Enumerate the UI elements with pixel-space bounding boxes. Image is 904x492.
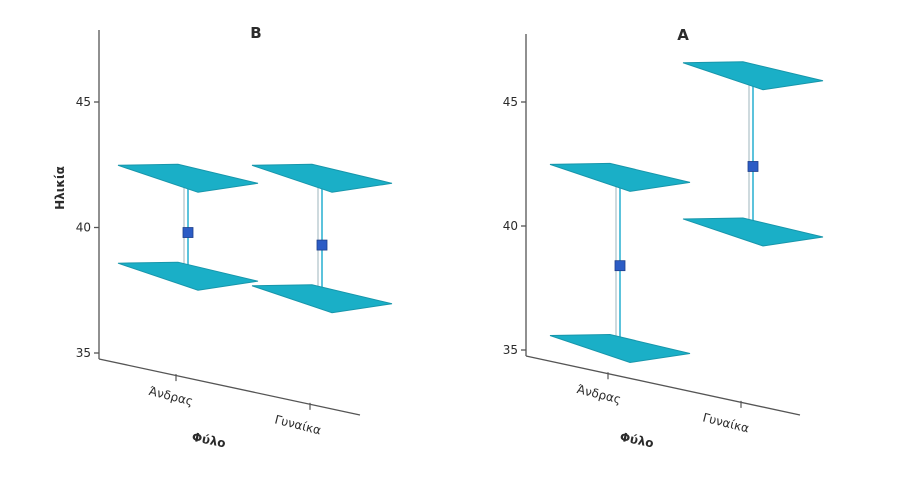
x-axis-line: [98, 358, 361, 416]
mean-marker: [182, 227, 194, 238]
lower-cap-plate: [549, 334, 691, 364]
lower-cap-plate: [117, 261, 259, 291]
y-tick-label: 45: [76, 95, 91, 109]
panel-title: B: [250, 24, 261, 42]
y-axis-title: Ηλικία: [53, 166, 67, 210]
x-axis-title: Φύλο: [619, 430, 655, 451]
y-tick-label: 40: [76, 221, 91, 235]
mean-marker: [614, 260, 626, 272]
y-tick-label: 40: [503, 219, 518, 233]
x-category-label: Γυναίκα: [701, 410, 750, 435]
x-axis-line: [525, 355, 801, 416]
panel-b: B 35 40 45 Ηλικία Φύλο Άνδρας Γυναίκα: [53, 24, 393, 451]
y-tick-label: 35: [76, 346, 91, 360]
mean-marker: [747, 161, 759, 172]
y-tick-label: 45: [503, 95, 518, 109]
mean-marker: [316, 239, 328, 251]
x-category-label: Γυναίκα: [273, 412, 322, 437]
upper-cap-plate: [251, 163, 393, 193]
y-tick-label: 35: [503, 343, 518, 357]
panel-a: A 35 40 45 Φύλο Άνδρας Γυναίκα: [503, 26, 824, 451]
panel-title: A: [677, 26, 689, 44]
lower-cap-plate: [682, 217, 824, 247]
x-category-label: Άνδρας: [147, 384, 194, 408]
upper-cap-plate: [549, 162, 691, 192]
x-category-label: Άνδρας: [575, 382, 622, 406]
upper-cap-plate: [117, 163, 259, 193]
x-axis-title: Φύλο: [191, 430, 227, 451]
lower-cap-plate: [251, 284, 393, 314]
upper-cap-plate: [682, 61, 824, 91]
